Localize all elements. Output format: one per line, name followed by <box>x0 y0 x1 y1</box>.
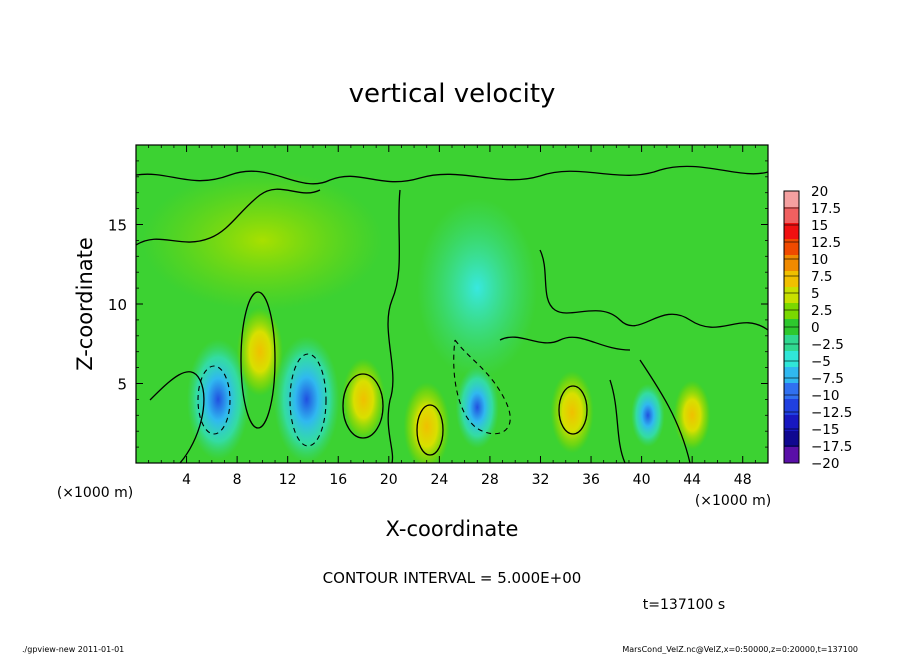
colorbar-label: −15 <box>811 422 840 438</box>
field-blob-background <box>142 170 383 311</box>
field-blob-2 <box>273 335 340 463</box>
colorbar-label: 5 <box>811 286 820 302</box>
contour-interval: CONTOUR INTERVAL = 5.000E+00 <box>323 569 582 587</box>
x-axis-label: X-coordinate <box>386 517 519 541</box>
field-blob-6 <box>550 370 594 454</box>
field-blob-7 <box>631 383 665 447</box>
field-blob-background <box>417 198 538 379</box>
colorbar-swatch <box>784 271 799 288</box>
colorbar-swatch <box>784 239 799 256</box>
negative-contours <box>197 339 511 447</box>
footer-left: ./gpview-new 2011-01-01 <box>22 645 124 654</box>
contour-lines <box>136 165 768 463</box>
field-features <box>142 170 711 463</box>
x-tick-label: 36 <box>582 472 600 488</box>
colorbar-swatch <box>784 447 799 464</box>
x-tick-label: 8 <box>233 472 242 488</box>
x-tick-label: 12 <box>279 472 297 488</box>
x-tick-label: 48 <box>734 472 752 488</box>
chart-title: vertical velocity <box>349 79 556 109</box>
colorbar-swatch <box>784 367 799 384</box>
field-blob-5 <box>455 366 499 449</box>
x-tick-label: 20 <box>380 472 398 488</box>
colorbar-label: −7.5 <box>811 371 844 387</box>
colorbar-swatch <box>784 431 799 448</box>
x-tick-label: 24 <box>430 472 448 488</box>
y-tick-label: 5 <box>117 376 127 394</box>
x-unit-right: (×1000 m) <box>695 493 771 509</box>
colorbar-swatch <box>784 255 799 272</box>
colorbar-label: −2.5 <box>811 337 844 353</box>
colorbar-label: 12.5 <box>811 235 841 251</box>
time-label: t=137100 s <box>643 597 725 613</box>
x-tick-label: 4 <box>182 472 191 488</box>
colorbar-swatch <box>784 383 799 400</box>
colorbar-swatch <box>784 191 799 208</box>
colorbar-label: 2.5 <box>811 303 832 319</box>
footer-right: MarsCond_VelZ.nc@VelZ,x=0:50000,z=0:2000… <box>622 645 858 654</box>
x-tick-label: 44 <box>683 472 701 488</box>
x-axis: 4 8 12 16 20 24 28 32 36 40 44 48 <box>148 145 756 488</box>
x-tick-label: 40 <box>633 472 651 488</box>
colorbar-swatch <box>784 287 799 304</box>
colorbar-swatch <box>784 399 799 416</box>
colorbar-label: −5 <box>811 354 831 370</box>
colorbar-label: 15 <box>811 218 828 234</box>
colorbar-label: 7.5 <box>811 269 832 285</box>
colorbar-swatch <box>784 207 799 224</box>
y-axis: 5 10 15 <box>108 160 768 448</box>
colorbar-label: 0 <box>811 320 820 336</box>
x-unit-left: (×1000 m) <box>57 485 133 501</box>
x-tick-label: 16 <box>329 472 347 488</box>
field-blob-1 <box>236 307 284 397</box>
colorbar-label: −12.5 <box>811 405 852 421</box>
colorbar-swatch <box>784 223 799 240</box>
field-blob-4 <box>403 382 450 463</box>
colorbar: 2017.51512.5107.552.50−2.5−5−7.5−10−12.5… <box>783 184 852 472</box>
y-tick-label: 10 <box>108 296 127 314</box>
plot-area <box>135 144 769 464</box>
y-axis-label: Z-coordinate <box>73 237 97 371</box>
x-tick-label: 28 <box>481 472 499 488</box>
colorbar-label: 17.5 <box>811 201 841 217</box>
colorbar-label: 10 <box>811 252 828 268</box>
colorbar-label: −10 <box>811 388 840 404</box>
colorbar-swatch <box>784 303 799 320</box>
field-blob-8 <box>673 380 711 451</box>
colorbar-label: −17.5 <box>811 439 852 455</box>
colorbar-label: −20 <box>811 456 840 472</box>
colorbar-swatch <box>784 351 799 368</box>
x-tick-label: 32 <box>532 472 550 488</box>
field-blob-0 <box>186 339 250 460</box>
y-tick-label: 15 <box>108 217 127 235</box>
colorbar-swatch <box>784 335 799 352</box>
colorbar-swatch <box>784 415 799 432</box>
colorbar-label: 20 <box>811 184 828 200</box>
